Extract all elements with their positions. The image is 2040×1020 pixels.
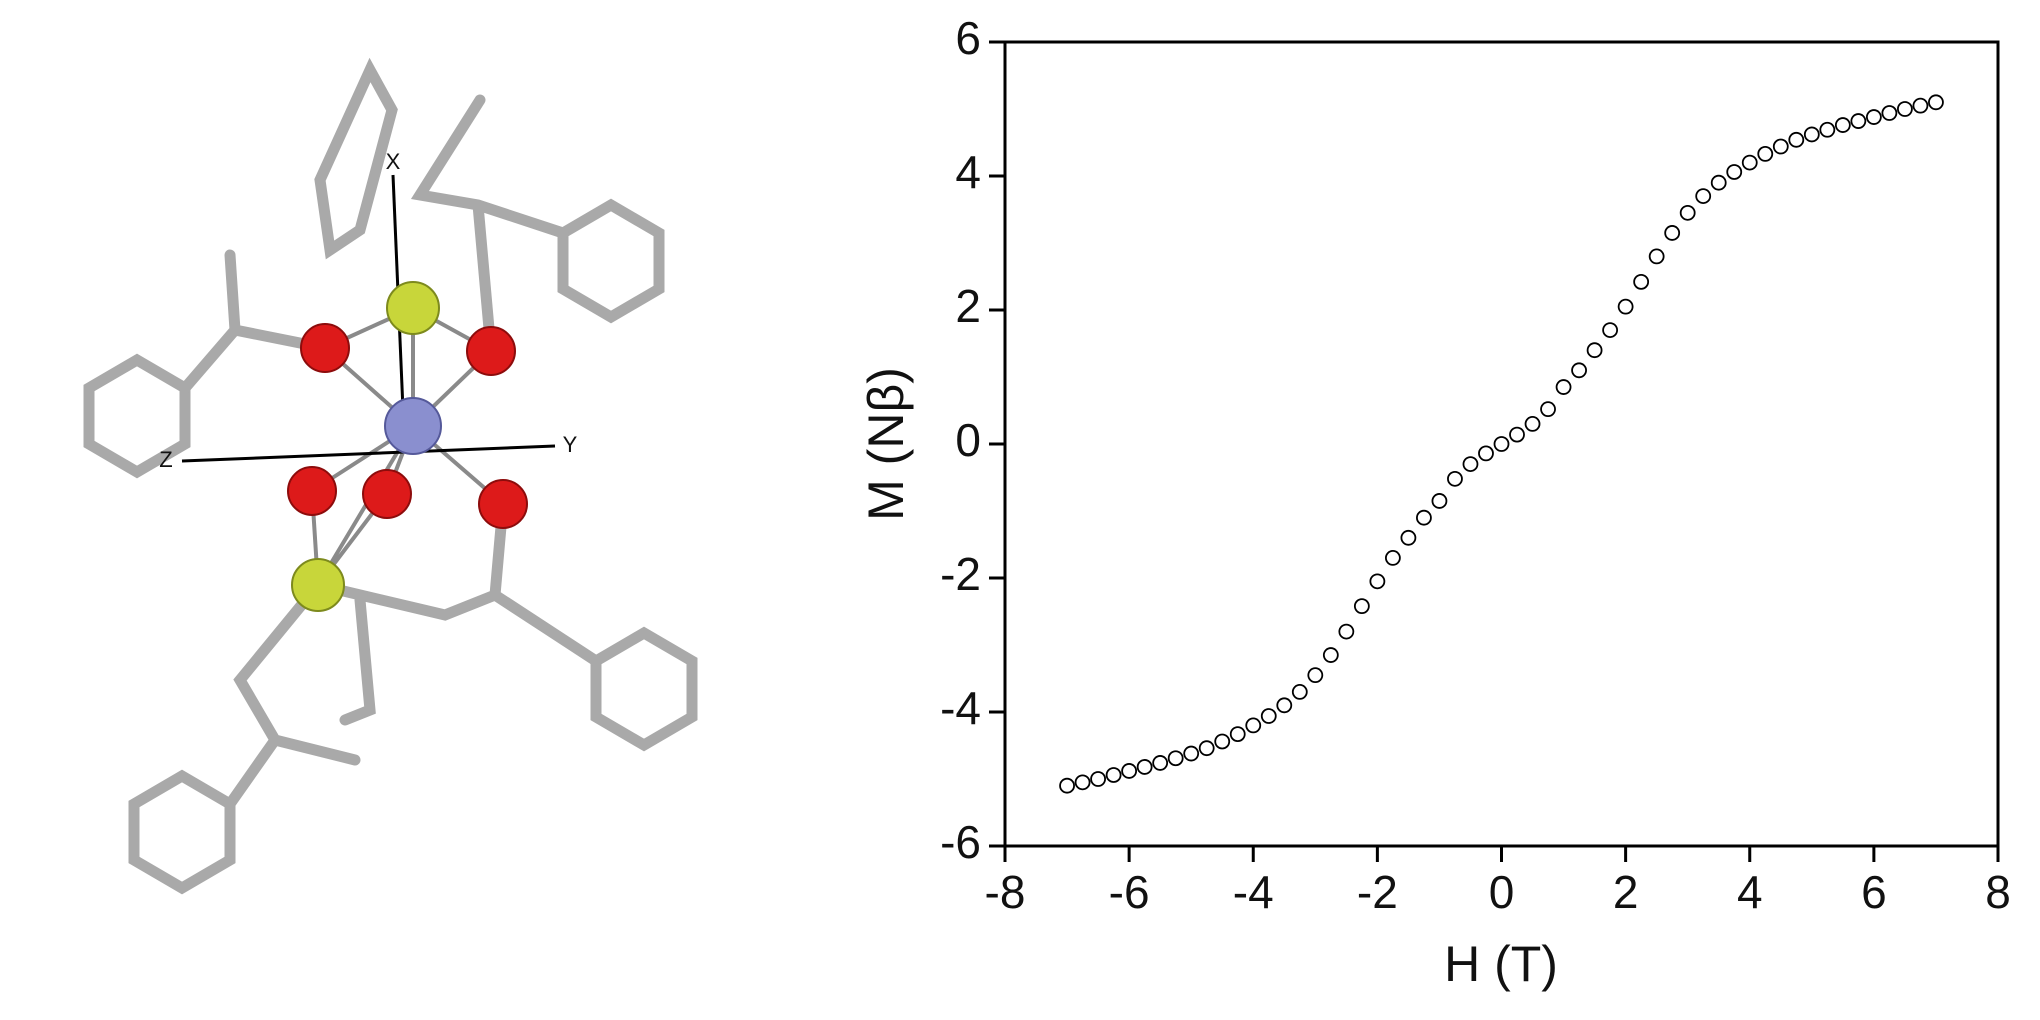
data-point <box>1850 113 1867 129</box>
data-point <box>1540 401 1556 418</box>
data-point <box>1803 126 1820 143</box>
data-point <box>1726 164 1743 180</box>
data-point <box>1819 121 1836 138</box>
data-point <box>1881 105 1898 121</box>
ring <box>314 57 398 260</box>
x-tick-label: 4 <box>1737 866 1763 918</box>
ring <box>128 769 236 895</box>
data-point <box>1897 101 1913 117</box>
x-axis-label: H (T) <box>1444 936 1558 992</box>
data-point <box>1633 273 1650 290</box>
y-tick-label: 6 <box>955 12 981 64</box>
y-tick-label: 4 <box>955 146 981 198</box>
molecule: X Y Z <box>83 57 698 895</box>
data-point <box>1260 708 1277 724</box>
data-point <box>1586 342 1603 359</box>
y-axis-label: M (Nβ) <box>858 367 914 521</box>
x-tick-label: -8 <box>985 866 1026 918</box>
data-point <box>1416 509 1432 526</box>
axis-label: X <box>386 149 401 174</box>
data-point <box>1198 740 1215 757</box>
data-point <box>1478 445 1494 462</box>
data-point <box>1664 225 1681 241</box>
data-point <box>1834 117 1851 133</box>
metal-atoms <box>291 281 440 612</box>
y-tick-label: 0 <box>955 414 981 466</box>
data-point <box>1384 550 1401 566</box>
data-point <box>1291 684 1308 700</box>
data-point <box>1865 109 1882 125</box>
axis-zy <box>181 444 556 463</box>
data-point <box>1353 598 1370 615</box>
data-point <box>1524 415 1541 432</box>
x-tick-label: -4 <box>1233 866 1274 918</box>
data-point <box>1229 726 1246 743</box>
x-tick-label: 2 <box>1613 866 1639 918</box>
data-point <box>1307 667 1324 684</box>
data-point <box>1400 529 1417 546</box>
data-point <box>1214 733 1231 750</box>
y-tick-label: 2 <box>955 280 981 332</box>
data-point <box>1555 379 1572 395</box>
data-point <box>1338 623 1355 640</box>
data-point <box>1105 767 1122 783</box>
data-point <box>1059 777 1075 794</box>
y-tick-label: -2 <box>940 548 981 600</box>
data-point <box>1679 204 1696 221</box>
data-point <box>1602 322 1619 339</box>
data-point <box>1928 94 1944 111</box>
data-point <box>1136 759 1153 775</box>
x-tick-label: 6 <box>1861 866 1887 918</box>
ring <box>557 198 665 324</box>
data-point <box>1369 573 1386 590</box>
y-tick-label: -4 <box>940 682 981 734</box>
data-point <box>1757 145 1774 162</box>
data-point <box>1493 436 1510 452</box>
axis-label: Y <box>563 432 578 457</box>
data-point <box>1695 188 1712 205</box>
axis-label: Z <box>159 447 172 472</box>
center-atom <box>384 397 442 455</box>
framework <box>179 94 602 810</box>
y-tick-label: -6 <box>940 816 981 868</box>
data-point <box>1710 174 1727 191</box>
data-point <box>1447 470 1463 487</box>
data-point <box>1912 97 1929 114</box>
data-point <box>1571 362 1587 379</box>
data-point <box>1167 750 1184 767</box>
x-tick-label: 0 <box>1489 866 1515 918</box>
data-point <box>1772 138 1789 155</box>
oxygen-atoms <box>287 323 528 529</box>
data-point <box>1183 745 1200 762</box>
data-point <box>1741 154 1758 171</box>
data-point <box>1648 248 1665 265</box>
data-point <box>1788 131 1805 148</box>
ring <box>590 626 698 752</box>
data-point <box>1245 717 1262 734</box>
plot-frame <box>1003 40 2000 848</box>
data-point <box>1276 697 1293 714</box>
data-point <box>1462 456 1479 473</box>
data-point <box>1509 426 1525 443</box>
x-tick-label: -6 <box>1109 866 1150 918</box>
data-point <box>1152 755 1169 771</box>
x-tick-label: 8 <box>1985 866 2011 918</box>
data-point <box>1322 647 1339 663</box>
data-point <box>1090 771 1106 787</box>
data-point <box>1431 493 1448 509</box>
x-tick-label: -2 <box>1357 866 1398 918</box>
data-point <box>1074 774 1091 791</box>
data-point <box>1617 298 1634 315</box>
data-point <box>1121 763 1138 779</box>
